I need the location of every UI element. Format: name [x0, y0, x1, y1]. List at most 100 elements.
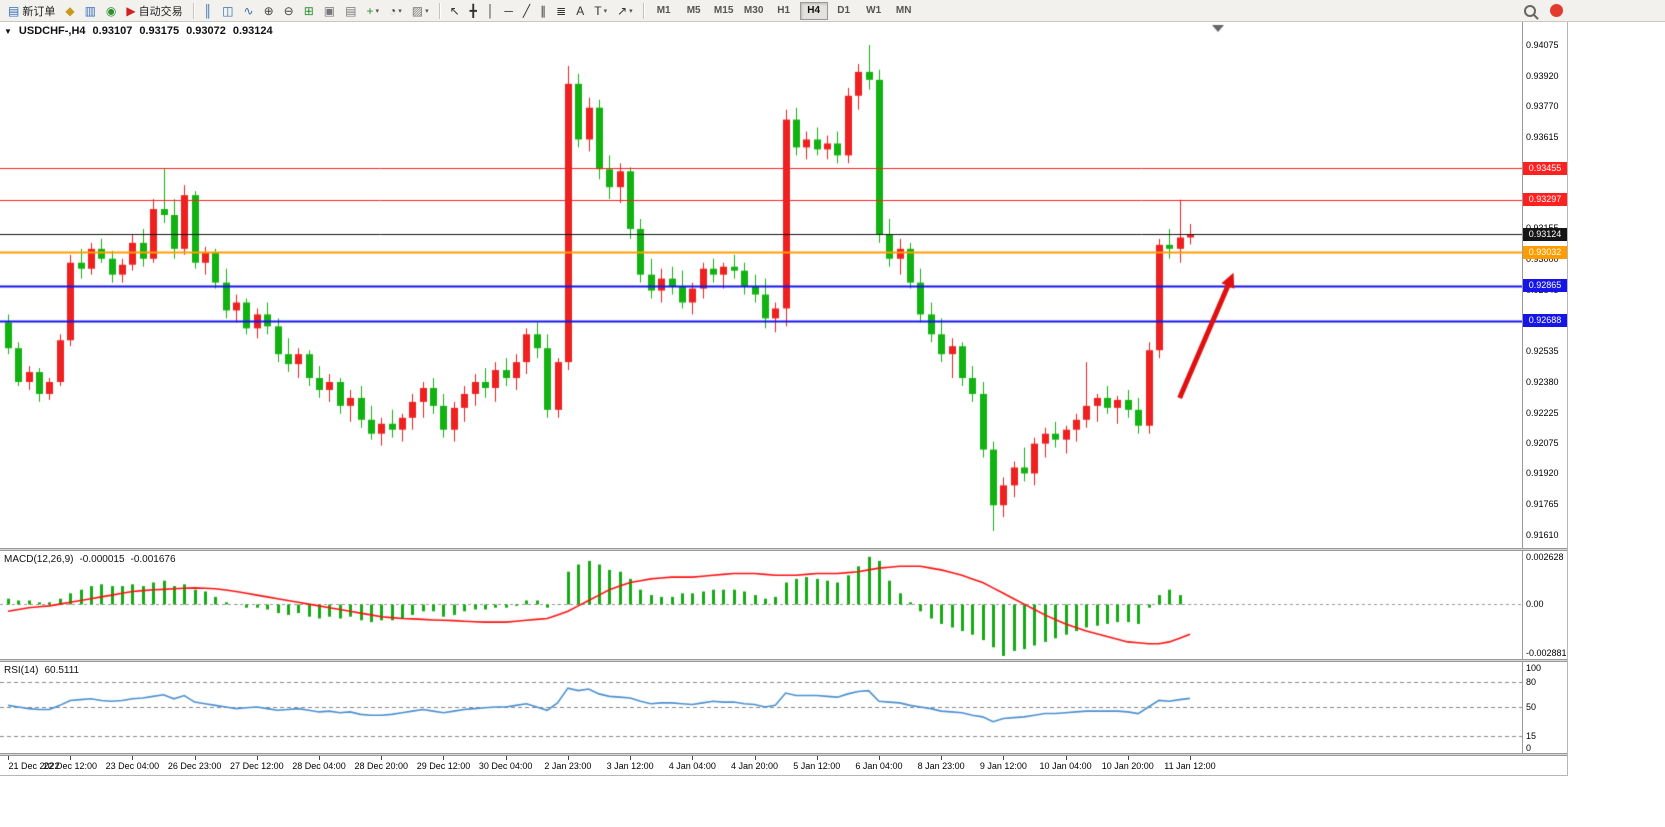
macd-axis[interactable]: 0.002628 0.00 -0.002881 — [1522, 551, 1567, 659]
open-price: 0.93107 — [92, 25, 133, 37]
price-tag: 0.92688 — [1523, 314, 1567, 328]
zoom-in-button[interactable]: ⊕ — [259, 1, 279, 21]
timeframe-m15-button[interactable]: M15 — [713, 4, 734, 16]
text-button[interactable]: A — [571, 1, 589, 21]
horizontal-line-button[interactable]: ─ — [499, 1, 518, 21]
channel-button[interactable]: ∥ — [535, 1, 551, 21]
price-axis-label: 0.92380 — [1526, 377, 1559, 387]
pane-resize-handle[interactable] — [0, 753, 1567, 756]
text-icon: A — [576, 3, 585, 18]
line-chart-button[interactable]: ∿ — [239, 1, 259, 21]
templates-button[interactable]: ▨ ▾ — [407, 1, 434, 21]
new-order-button[interactable]: ▤ 新订单 — [3, 1, 60, 21]
toolbar-group-left-icons: ◆ ▥ ◉ — [60, 1, 121, 21]
time-axis-label: 2 Jan 23:00 — [544, 761, 592, 771]
close-price: 0.93124 — [232, 25, 273, 37]
new-order-label: 新订单 — [22, 5, 56, 18]
main-chart-pane: ▼ USDCHF-,H4 0.93107 0.93175 0.93072 0.9… — [0, 22, 1567, 548]
price-tag: 0.93124 — [1523, 227, 1567, 241]
notification-icon[interactable] — [1550, 4, 1563, 17]
time-axis-tick — [1003, 756, 1004, 760]
macd-canvas[interactable] — [0, 551, 1522, 659]
time-axis-label: 21 Dec 2022 — [8, 761, 60, 771]
low-price: 0.93072 — [186, 25, 226, 37]
collapse-chart-icon[interactable]: ▼ — [4, 26, 12, 36]
vertical-line-button[interactable]: │ — [482, 1, 500, 21]
pane-resize-handle[interactable] — [0, 659, 1567, 662]
price-tag: 0.93455 — [1523, 161, 1567, 175]
time-axis-tick — [70, 756, 71, 760]
zoom-in-icon: ⊕ — [263, 3, 274, 18]
crosshair-icon: ╋ — [469, 3, 477, 18]
macd-value: -0.000015 — [79, 554, 125, 565]
pane-resize-handle[interactable] — [0, 548, 1567, 551]
time-axis-tick — [817, 756, 818, 760]
profiles-button[interactable]: ▥ — [80, 1, 101, 21]
timeframe-w1-button[interactable]: W1 — [866, 4, 882, 16]
cascade-windows-button[interactable]: ▣ — [319, 1, 340, 21]
new-order-icon: ▤ — [8, 3, 20, 18]
main-chart-canvas[interactable] — [0, 22, 1522, 548]
timeframe-mn-button[interactable]: MN — [895, 4, 912, 16]
price-tag: 0.93032 — [1523, 245, 1567, 259]
price-axis-label: 0.92075 — [1526, 437, 1559, 448]
periods-menu-button[interactable]: ◔ ▾ — [384, 1, 407, 21]
time-axis-label: 8 Jan 23:00 — [917, 761, 965, 771]
timeframe-m30-button[interactable]: M30 — [743, 4, 764, 16]
time-axis-tick — [443, 756, 444, 760]
refresh-button[interactable]: ◉ — [101, 1, 121, 21]
trendline-button[interactable]: ╱ — [518, 1, 535, 21]
candlestick-chart-button[interactable]: ◫ — [217, 1, 238, 21]
time-axis-tick — [1066, 756, 1067, 760]
time-axis-label: 23 Dec 04:00 — [105, 761, 160, 771]
toolbar-right-icons — [1524, 4, 1563, 17]
time-axis-label: 26 Dec 23:00 — [167, 761, 222, 771]
indicators-button[interactable]: + ▾ — [361, 1, 384, 21]
cursor-button[interactable]: ↖ — [445, 1, 465, 21]
new-chart-button[interactable]: ◆ — [60, 1, 79, 21]
time-axis-label: 22 Dec 12:00 — [43, 761, 97, 771]
tile-windows-button[interactable]: ⊞ — [299, 1, 319, 21]
rsi-canvas[interactable] — [0, 662, 1522, 753]
time-axis-tick — [319, 756, 320, 760]
auto-trading-label: 自动交易 — [138, 5, 183, 18]
fibonacci-button[interactable]: ≣ — [551, 1, 571, 21]
cursor-icon: ↖ — [449, 3, 460, 18]
time-axis-tick — [8, 756, 9, 760]
zoom-out-icon: ⊖ — [283, 3, 294, 18]
zoom-out-button[interactable]: ⊖ — [279, 1, 299, 21]
timeframe-m5-button[interactable]: M5 — [686, 4, 701, 16]
time-axis-label: 9 Jan 12:00 — [979, 761, 1027, 771]
search-icon[interactable] — [1524, 4, 1536, 17]
time-axis-tick — [1128, 756, 1129, 760]
text-label-icon: T — [594, 3, 602, 18]
rsi-axis[interactable]: 100 80 50 15 0 — [1522, 662, 1567, 753]
trendline-icon: ╱ — [522, 3, 531, 18]
timeframe-m1-button[interactable]: M1 — [656, 4, 671, 16]
timeframe-h4-button[interactable]: H4 — [799, 1, 828, 20]
bar-chart-button[interactable]: ║ — [199, 1, 218, 21]
macd-pane: MACD(12,26,9) -0.000015 -0.001676 0.0026… — [0, 551, 1567, 659]
timeframe-h1-button[interactable]: H1 — [777, 4, 791, 16]
line-chart-icon: ∿ — [243, 3, 254, 18]
arrange-windows-button[interactable]: ▤ — [340, 1, 361, 21]
time-axis-tick — [755, 756, 756, 760]
price-axis-label: 0.92535 — [1526, 346, 1559, 357]
refresh-icon: ◉ — [105, 3, 117, 18]
time-axis-label: 5 Jan 12:00 — [793, 761, 841, 771]
arrows-tool-button[interactable]: ↗ ▾ — [612, 1, 638, 21]
arrange-windows-icon: ▤ — [345, 3, 357, 18]
auto-trading-button[interactable]: ▶ 自动交易 — [121, 1, 187, 21]
crosshair-button[interactable]: ╋ — [465, 1, 482, 21]
time-axis-tick — [506, 756, 507, 760]
macd-axis-label: 0.002628 — [1526, 552, 1564, 562]
toolbar-group-chart-tools: ║ ◫ ∿ ⊕ ⊖ ⊞ ▣ ▤ + ▾ ◔ ▾ ▨ ▾ — [199, 1, 434, 21]
arrows-tool-icon: ↗ — [617, 3, 628, 18]
timeframe-d1-button[interactable]: D1 — [837, 4, 851, 16]
profiles-icon: ▥ — [84, 3, 96, 18]
price-axis[interactable]: 0.940750.939200.937700.936150.934600.933… — [1522, 22, 1567, 548]
time-axis-tick — [195, 756, 196, 760]
text-label-button[interactable]: T ▾ — [589, 1, 612, 21]
time-axis-label: 6 Jan 04:00 — [855, 761, 903, 771]
time-axis[interactable]: 21 Dec 2022 22 Dec 12:00 23 Dec 04:00 26 De… — [0, 756, 1567, 775]
